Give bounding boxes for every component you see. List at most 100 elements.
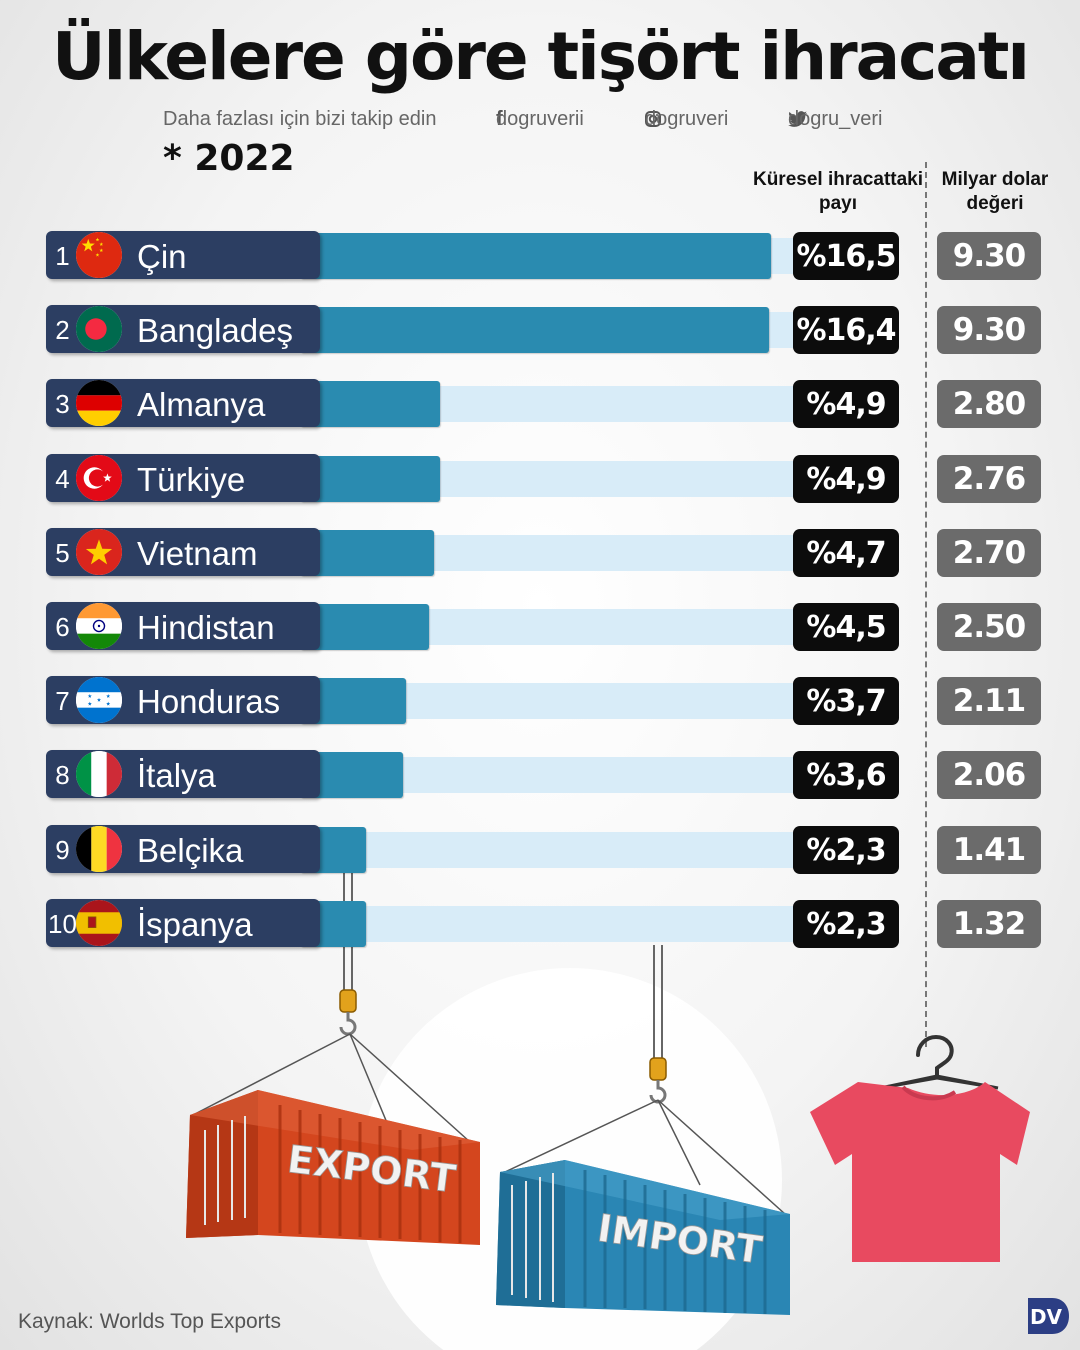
bar xyxy=(300,233,772,279)
rank-number: 7 xyxy=(55,686,70,717)
share-label: %3,7 xyxy=(793,677,899,726)
chart-row: 6 Hindistan %4,5 2.50 xyxy=(0,602,1080,652)
follow-text: Daha fazlası için bizi takip edin xyxy=(163,108,437,130)
flag-icon-it xyxy=(76,751,122,798)
chart-row: 10 İspanya %2,3 1.32 xyxy=(0,898,1080,949)
country-name: Vietnam xyxy=(137,534,258,572)
share-label: %4,9 xyxy=(793,380,899,429)
rank-number: 6 xyxy=(55,612,70,642)
value-label: 2.50 xyxy=(937,603,1041,651)
country-label: 1 Çin xyxy=(46,231,320,279)
country-label: 6 Hindistan xyxy=(46,602,320,650)
tshirt-icon xyxy=(810,1034,1030,1262)
import-container-icon: IMPORT xyxy=(496,1160,790,1315)
country-name: Hindistan xyxy=(137,609,275,646)
twitter-icon xyxy=(788,108,811,131)
year-note: * 2022 xyxy=(163,138,295,179)
rank-number: 8 xyxy=(55,760,70,791)
facebook-handle: dogruverii xyxy=(496,108,584,130)
rank-number: 2 xyxy=(55,315,70,346)
value-label: 9.30 xyxy=(937,232,1041,280)
value-label: 2.11 xyxy=(937,677,1041,726)
rank-number: 3 xyxy=(55,389,70,420)
value-label: 2.06 xyxy=(937,751,1041,800)
share-label: %2,3 xyxy=(793,825,899,874)
bar-track xyxy=(300,831,800,868)
social-links: Daha fazlası için bizi takip edin f dogru… xyxy=(0,108,1080,132)
country-name: İtalya xyxy=(137,757,216,795)
chart-row: 1 Çin %16,5 9.30 xyxy=(0,231,1080,281)
rank-number: 9 xyxy=(55,834,70,865)
flag-icon-tr xyxy=(76,454,122,501)
flag-icon-in xyxy=(76,603,122,649)
rank-number: 5 xyxy=(55,537,70,568)
value-column-header: Milyar dolar değeri xyxy=(941,169,1049,214)
flag-icon-es xyxy=(76,899,122,946)
share-column-header: Küresel ihracattaki payı xyxy=(752,169,924,214)
flag-icon-be xyxy=(76,825,122,872)
value-label: 1.32 xyxy=(937,899,1041,948)
share-label: %4,9 xyxy=(793,454,899,503)
export-container-icon: EXPORT xyxy=(186,1090,480,1245)
country-label: 10 İspanya xyxy=(46,898,320,947)
chart-row: 9 Belçika %2,3 1.41 xyxy=(0,824,1080,875)
country-label: 5 Vietnam xyxy=(46,527,320,576)
country-label: 2 Bangladeş xyxy=(46,305,320,354)
chart-row: 5 Vietnam %4,7 2.70 xyxy=(0,527,1080,578)
flag-icon-de xyxy=(76,380,122,427)
country-name: Çin xyxy=(137,238,187,275)
bar-track xyxy=(300,905,800,942)
dogruveri-logo: DV xyxy=(1028,1298,1069,1334)
value-label: 1.41 xyxy=(937,825,1041,874)
country-name: Türkiye xyxy=(137,460,246,498)
facebook-icon: f xyxy=(496,108,503,130)
value-label: 2.76 xyxy=(937,454,1041,503)
share-label: %3,6 xyxy=(793,751,899,800)
import-hook-icon xyxy=(649,1057,667,1104)
country-name: İspanya xyxy=(137,905,253,943)
flag-icon-cn xyxy=(76,232,122,278)
chart-row: 4 Türkiye %4,9 2.76 xyxy=(0,453,1080,504)
source-note: Kaynak: Worlds Top Exports xyxy=(18,1310,282,1333)
instagram-handle: dogruveri xyxy=(645,108,729,130)
twitter-handle: dogru_veri xyxy=(788,108,883,130)
share-label: %4,7 xyxy=(793,528,899,577)
country-name: Almanya xyxy=(137,386,266,424)
country-name: Belçika xyxy=(137,831,244,869)
share-label: %16,5 xyxy=(793,232,899,280)
logo-text: DV xyxy=(1030,1305,1063,1329)
country-name: Honduras xyxy=(137,683,281,721)
flag-icon-bd xyxy=(76,306,122,353)
country-name: Bangladeş xyxy=(137,312,293,350)
bar xyxy=(300,455,440,502)
country-label: 3 Almanya xyxy=(46,379,320,428)
chart-row: 8 İtalya %3,6 2.06 xyxy=(0,750,1080,800)
bar xyxy=(300,381,440,428)
share-label: %2,3 xyxy=(793,899,899,948)
country-label: 8 İtalya xyxy=(46,750,320,799)
value-label: 2.80 xyxy=(937,380,1041,429)
share-label: %4,5 xyxy=(793,603,899,651)
value-label: 9.30 xyxy=(937,306,1041,355)
export-hook-icon xyxy=(339,989,357,1036)
rank-number: 4 xyxy=(55,463,70,494)
rank-number: 10 xyxy=(48,908,77,939)
rank-number: 1 xyxy=(55,241,70,271)
country-label: 7 Honduras xyxy=(46,676,320,725)
bar xyxy=(300,307,769,354)
country-label: 4 Türkiye xyxy=(46,453,320,502)
flag-icon-vn xyxy=(76,528,122,575)
instagram-icon xyxy=(645,108,664,131)
column-divider xyxy=(925,162,927,1047)
chart-row: 3 Almanya %4,9 2.80 xyxy=(0,379,1080,429)
chart-row: 2 Bangladeş %16,4 9.30 xyxy=(0,305,1080,355)
page-title: Ülkelere göre tişört ihracatı xyxy=(51,18,1030,95)
country-label: 9 Belçika xyxy=(46,824,320,873)
chart-row: 7 Honduras %3,7 2.11 xyxy=(0,676,1080,726)
bar xyxy=(300,604,429,650)
share-label: %16,4 xyxy=(793,306,899,355)
flag-icon-hn xyxy=(76,677,122,724)
bar xyxy=(300,529,435,576)
value-label: 2.70 xyxy=(937,528,1041,577)
